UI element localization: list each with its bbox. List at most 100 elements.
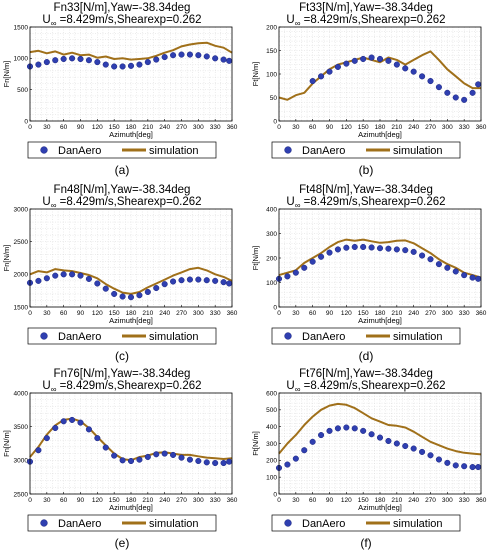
danaero-point — [351, 425, 358, 432]
plot-area — [30, 209, 232, 307]
x-tick-label: 60 — [309, 497, 317, 504]
y-axis-label: Ft[N/m] — [251, 62, 260, 87]
chart-subtitle: U∞ =8.429m/s,Shearexp=0.262 — [42, 380, 201, 394]
danaero-point — [77, 272, 84, 279]
danaero-point — [326, 427, 333, 434]
x-tick-label: 270 — [425, 310, 436, 317]
danaero-point — [69, 271, 76, 278]
danaero-point — [393, 246, 400, 253]
y-tick-label: 150 — [266, 48, 277, 55]
x-tick-label: 120 — [341, 310, 352, 317]
danaero-point — [43, 59, 50, 66]
series-simulation-line — [29, 266, 233, 295]
danaero-point — [318, 432, 325, 439]
y-axis-label: Fn[N/m] — [2, 245, 11, 272]
danaero-point — [52, 272, 59, 279]
danaero-point — [435, 84, 442, 91]
legend-danaero-label: DanAero — [58, 518, 101, 530]
danaero-point — [393, 440, 400, 447]
x-axis-label: Azimuth[deg] — [358, 130, 402, 139]
series-danaero — [309, 54, 482, 103]
danaero-point — [475, 81, 482, 88]
x-tick-label: 90 — [77, 497, 85, 504]
x-axis-label: Azimuth[deg] — [109, 503, 153, 512]
danaero-point — [334, 246, 341, 253]
x-tick-label: 330 — [210, 497, 221, 504]
danaero-point — [136, 61, 143, 68]
x-tick-label: 60 — [60, 497, 68, 504]
series-danaero — [275, 243, 482, 282]
x-tick-label: 30 — [43, 497, 51, 504]
legend-danaero-label: DanAero — [302, 518, 345, 530]
x-tick-label: 60 — [60, 310, 68, 317]
danaero-point — [461, 96, 468, 103]
danaero-point — [368, 244, 375, 251]
y-axis-label: Ft[N/m] — [251, 431, 260, 456]
x-tick-label: 180 — [126, 124, 137, 131]
danaero-point — [69, 55, 76, 62]
x-tick-label: 240 — [159, 124, 170, 131]
y-tick-label: 200 — [266, 458, 277, 465]
y-tick-label: 3000 — [14, 458, 29, 465]
panel-label: (e) — [115, 536, 130, 550]
danaero-point — [444, 459, 451, 466]
danaero-point — [136, 456, 143, 463]
x-tick-label: 120 — [92, 310, 103, 317]
danaero-point — [35, 277, 42, 284]
chart-subtitle: U∞ =8.429m/s,Shearexp=0.262 — [286, 380, 445, 394]
danaero-point — [318, 253, 325, 260]
danaero-point — [360, 55, 367, 63]
danaero-point — [69, 416, 76, 423]
x-tick-label: 90 — [326, 497, 334, 504]
danaero-point — [435, 456, 442, 463]
danaero-point — [360, 427, 367, 434]
x-tick-label: 90 — [326, 310, 334, 317]
danaero-point — [170, 52, 177, 59]
y-tick-label: 2500 — [14, 239, 29, 246]
series-simulation-line — [29, 41, 233, 61]
danaero-point — [461, 463, 468, 470]
danaero-point — [326, 249, 333, 256]
danaero-point — [43, 275, 50, 282]
legend-danaero-label: DanAero — [58, 145, 101, 157]
chart-title: Fn33[N/m],Yaw=-38.34deg — [54, 2, 191, 14]
panel-label: (f) — [360, 536, 371, 550]
danaero-point — [77, 419, 84, 426]
series-danaero — [275, 424, 482, 471]
y-tick-label: 500 — [17, 87, 28, 94]
danaero-point — [35, 61, 42, 68]
x-tick-label: 300 — [193, 497, 204, 504]
x-tick-label: 300 — [193, 124, 204, 131]
y-tick-label: 0 — [273, 491, 277, 498]
danaero-point — [452, 462, 459, 469]
danaero-point — [111, 452, 118, 459]
danaero-point — [284, 461, 291, 468]
danaero-point — [385, 57, 392, 64]
danaero-point — [452, 268, 459, 275]
y-tick-label: 300 — [266, 231, 277, 238]
danaero-point — [309, 78, 316, 85]
danaero-point — [119, 293, 126, 300]
danaero-point — [119, 457, 126, 464]
danaero-point — [161, 450, 168, 457]
y-tick-label: 600 — [266, 390, 277, 397]
danaero-point — [203, 53, 210, 60]
danaero-point — [475, 275, 482, 282]
danaero-point — [102, 444, 109, 451]
danaero-point — [153, 56, 160, 63]
x-tick-label: 360 — [227, 124, 238, 131]
panel-label: (b) — [359, 163, 374, 177]
x-tick-label: 30 — [292, 310, 300, 317]
chart-subtitle: U∞ =8.429m/s,Shearexp=0.262 — [42, 14, 201, 28]
danaero-point — [368, 431, 375, 438]
danaero-point — [351, 243, 358, 251]
y-tick-label: 0 — [273, 304, 277, 311]
y-tick-label: 3500 — [14, 424, 29, 431]
x-tick-label: 90 — [77, 310, 85, 317]
danaero-point — [461, 272, 468, 279]
danaero-point — [77, 55, 84, 63]
legend-danaero-marker — [40, 332, 48, 340]
x-tick-label: 330 — [459, 124, 470, 131]
plot-frame — [29, 392, 233, 495]
